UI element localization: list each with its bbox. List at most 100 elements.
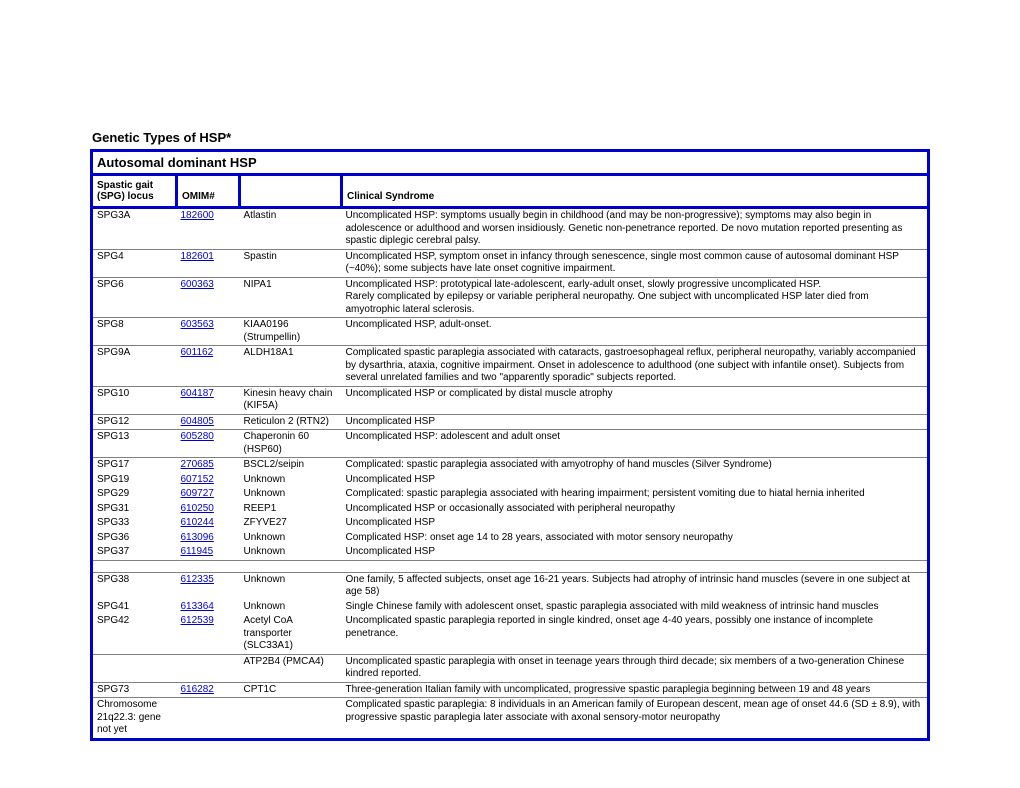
- locus-cell: SPG12: [92, 414, 177, 430]
- table-row: SPG37 611945 UnknownUncomplicated HSP: [92, 545, 929, 560]
- col-header-omim: OMIM#: [177, 175, 240, 208]
- clinical-cell: Complicated: spastic paraplegia associat…: [342, 458, 929, 473]
- clinical-cell: Uncomplicated spastic paraplegia with on…: [342, 654, 929, 682]
- table-row: SPG36 613096 UnknownComplicated HSP: onset…: [92, 531, 929, 546]
- omim-cell: 601162: [177, 346, 240, 387]
- omim-link[interactable]: 270685: [181, 459, 214, 470]
- table-row: ATP2B4 (PMCA4)Uncomplicated spastic para…: [92, 654, 929, 682]
- omim-cell: 600363: [177, 277, 240, 318]
- omim-cell: 605280: [177, 430, 240, 458]
- locus-cell: SPG33: [92, 516, 177, 531]
- omim-cell: 612539: [177, 614, 240, 654]
- clinical-cell: Uncomplicated HSP: [342, 545, 929, 560]
- omim-link[interactable]: 604805: [181, 416, 214, 427]
- clinical-cell: Uncomplicated spastic paraplegia reporte…: [342, 614, 929, 654]
- protein-cell: KIAA0196 (Strumpellin): [240, 318, 342, 346]
- protein-cell: CPT1C: [240, 682, 342, 698]
- omim-link[interactable]: 612539: [181, 615, 214, 626]
- omim-link[interactable]: 611945: [181, 546, 214, 557]
- omim-cell: 610250: [177, 502, 240, 517]
- omim-link[interactable]: 604187: [181, 388, 214, 399]
- locus-cell: SPG4: [92, 249, 177, 277]
- clinical-cell: Uncomplicated HSP or complicated by dist…: [342, 386, 929, 414]
- clinical-cell: One family, 5 affected subjects, onset a…: [342, 572, 929, 600]
- protein-cell: Unknown: [240, 545, 342, 560]
- table-row: SPG29 609727 UnknownComplicated: spastic p…: [92, 487, 929, 502]
- omim-link[interactable]: 613364: [181, 601, 214, 612]
- omim-link[interactable]: 610244: [181, 517, 214, 528]
- protein-cell: Unknown: [240, 531, 342, 546]
- table-row: SPG8 603563 KIAA0196 (Strumpellin)Uncompli…: [92, 318, 929, 346]
- locus-cell: SPG29: [92, 487, 177, 502]
- protein-cell: Unknown: [240, 487, 342, 502]
- protein-cell: Chaperonin 60 (HSP60): [240, 430, 342, 458]
- locus-cell: SPG42: [92, 614, 177, 654]
- clinical-cell: Complicated: spastic paraplegia associat…: [342, 487, 929, 502]
- omim-link[interactable]: 600363: [181, 279, 214, 290]
- locus-cell: SPG9A: [92, 346, 177, 387]
- omim-link[interactable]: 613096: [181, 532, 214, 543]
- clinical-cell: Uncomplicated HSP, adult-onset.: [342, 318, 929, 346]
- omim-link[interactable]: 609727: [181, 488, 214, 499]
- locus-cell: SPG36: [92, 531, 177, 546]
- omim-cell: 604805: [177, 414, 240, 430]
- omim-link[interactable]: 607152: [181, 474, 214, 485]
- omim-cell: 613096: [177, 531, 240, 546]
- clinical-cell: Uncomplicated HSP: [342, 414, 929, 430]
- locus-cell: SPG41: [92, 600, 177, 615]
- protein-cell: [240, 698, 342, 740]
- omim-cell: 609727: [177, 487, 240, 502]
- clinical-cell: Complicated HSP: onset age 14 to 28 year…: [342, 531, 929, 546]
- col-header-clinical: Clinical Syndrome: [342, 175, 929, 208]
- clinical-cell: Uncomplicated HSP: prototypical late-ado…: [342, 277, 929, 318]
- table-row: SPG10 604187 Kinesin heavy chain (KIF5A)Un…: [92, 386, 929, 414]
- omim-cell: 182601: [177, 249, 240, 277]
- protein-cell: ZFYVE27: [240, 516, 342, 531]
- protein-cell: ATP2B4 (PMCA4): [240, 654, 342, 682]
- clinical-cell: Uncomplicated HSP: [342, 473, 929, 488]
- protein-cell: Acetyl CoA transporter (SLC33A1): [240, 614, 342, 654]
- protein-cell: Reticulon 2 (RTN2): [240, 414, 342, 430]
- section-header: Autosomal dominant HSP: [92, 151, 929, 175]
- omim-cell: 612335: [177, 572, 240, 600]
- omim-link[interactable]: 601162: [181, 347, 214, 358]
- protein-cell: NIPA1: [240, 277, 342, 318]
- omim-link[interactable]: 605280: [181, 431, 214, 442]
- locus-cell: SPG10: [92, 386, 177, 414]
- locus-cell: SPG37: [92, 545, 177, 560]
- locus-cell: [92, 654, 177, 682]
- protein-cell: REEP1: [240, 502, 342, 517]
- protein-cell: Atlastin: [240, 208, 342, 250]
- omim-cell: 616282: [177, 682, 240, 698]
- spacer-row: [92, 560, 929, 572]
- clinical-cell: Uncomplicated HSP: adolescent and adult …: [342, 430, 929, 458]
- table-row: SPG9A601162ALDH18A1Complicated spastic p…: [92, 346, 929, 387]
- omim-link[interactable]: 612335: [181, 574, 214, 585]
- table-row: SPG4182601SpastinUncomplicated HSP, symp…: [92, 249, 929, 277]
- omim-link[interactable]: 616282: [181, 684, 214, 695]
- omim-cell: 603563: [177, 318, 240, 346]
- omim-link[interactable]: 182600: [181, 210, 214, 221]
- omim-cell: 610244: [177, 516, 240, 531]
- omim-cell: 611945: [177, 545, 240, 560]
- omim-link[interactable]: 603563: [181, 319, 214, 330]
- table-row: SPG42 612539 Acetyl CoA transporter (SLC33…: [92, 614, 929, 654]
- omim-cell: [177, 698, 240, 740]
- clinical-cell: Uncomplicated HSP: symptoms usually begi…: [342, 208, 929, 250]
- omim-link[interactable]: 182601: [181, 251, 214, 262]
- locus-cell: SPG73: [92, 682, 177, 698]
- clinical-cell: Complicated spastic paraplegia: 8 indivi…: [342, 698, 929, 740]
- table-row: SPG17 270685 BSCL2/seipinComplicated: spas…: [92, 458, 929, 473]
- locus-cell: SPG13: [92, 430, 177, 458]
- protein-cell: Spastin: [240, 249, 342, 277]
- omim-cell: 182600: [177, 208, 240, 250]
- protein-cell: Unknown: [240, 572, 342, 600]
- locus-cell: SPG8: [92, 318, 177, 346]
- hsp-table: Autosomal dominant HSP Spastic gait (SPG…: [90, 149, 930, 741]
- omim-link[interactable]: 610250: [181, 503, 214, 514]
- locus-cell: SPG38: [92, 572, 177, 600]
- protein-cell: Kinesin heavy chain (KIF5A): [240, 386, 342, 414]
- locus-cell: SPG17: [92, 458, 177, 473]
- protein-cell: BSCL2/seipin: [240, 458, 342, 473]
- omim-cell: [177, 654, 240, 682]
